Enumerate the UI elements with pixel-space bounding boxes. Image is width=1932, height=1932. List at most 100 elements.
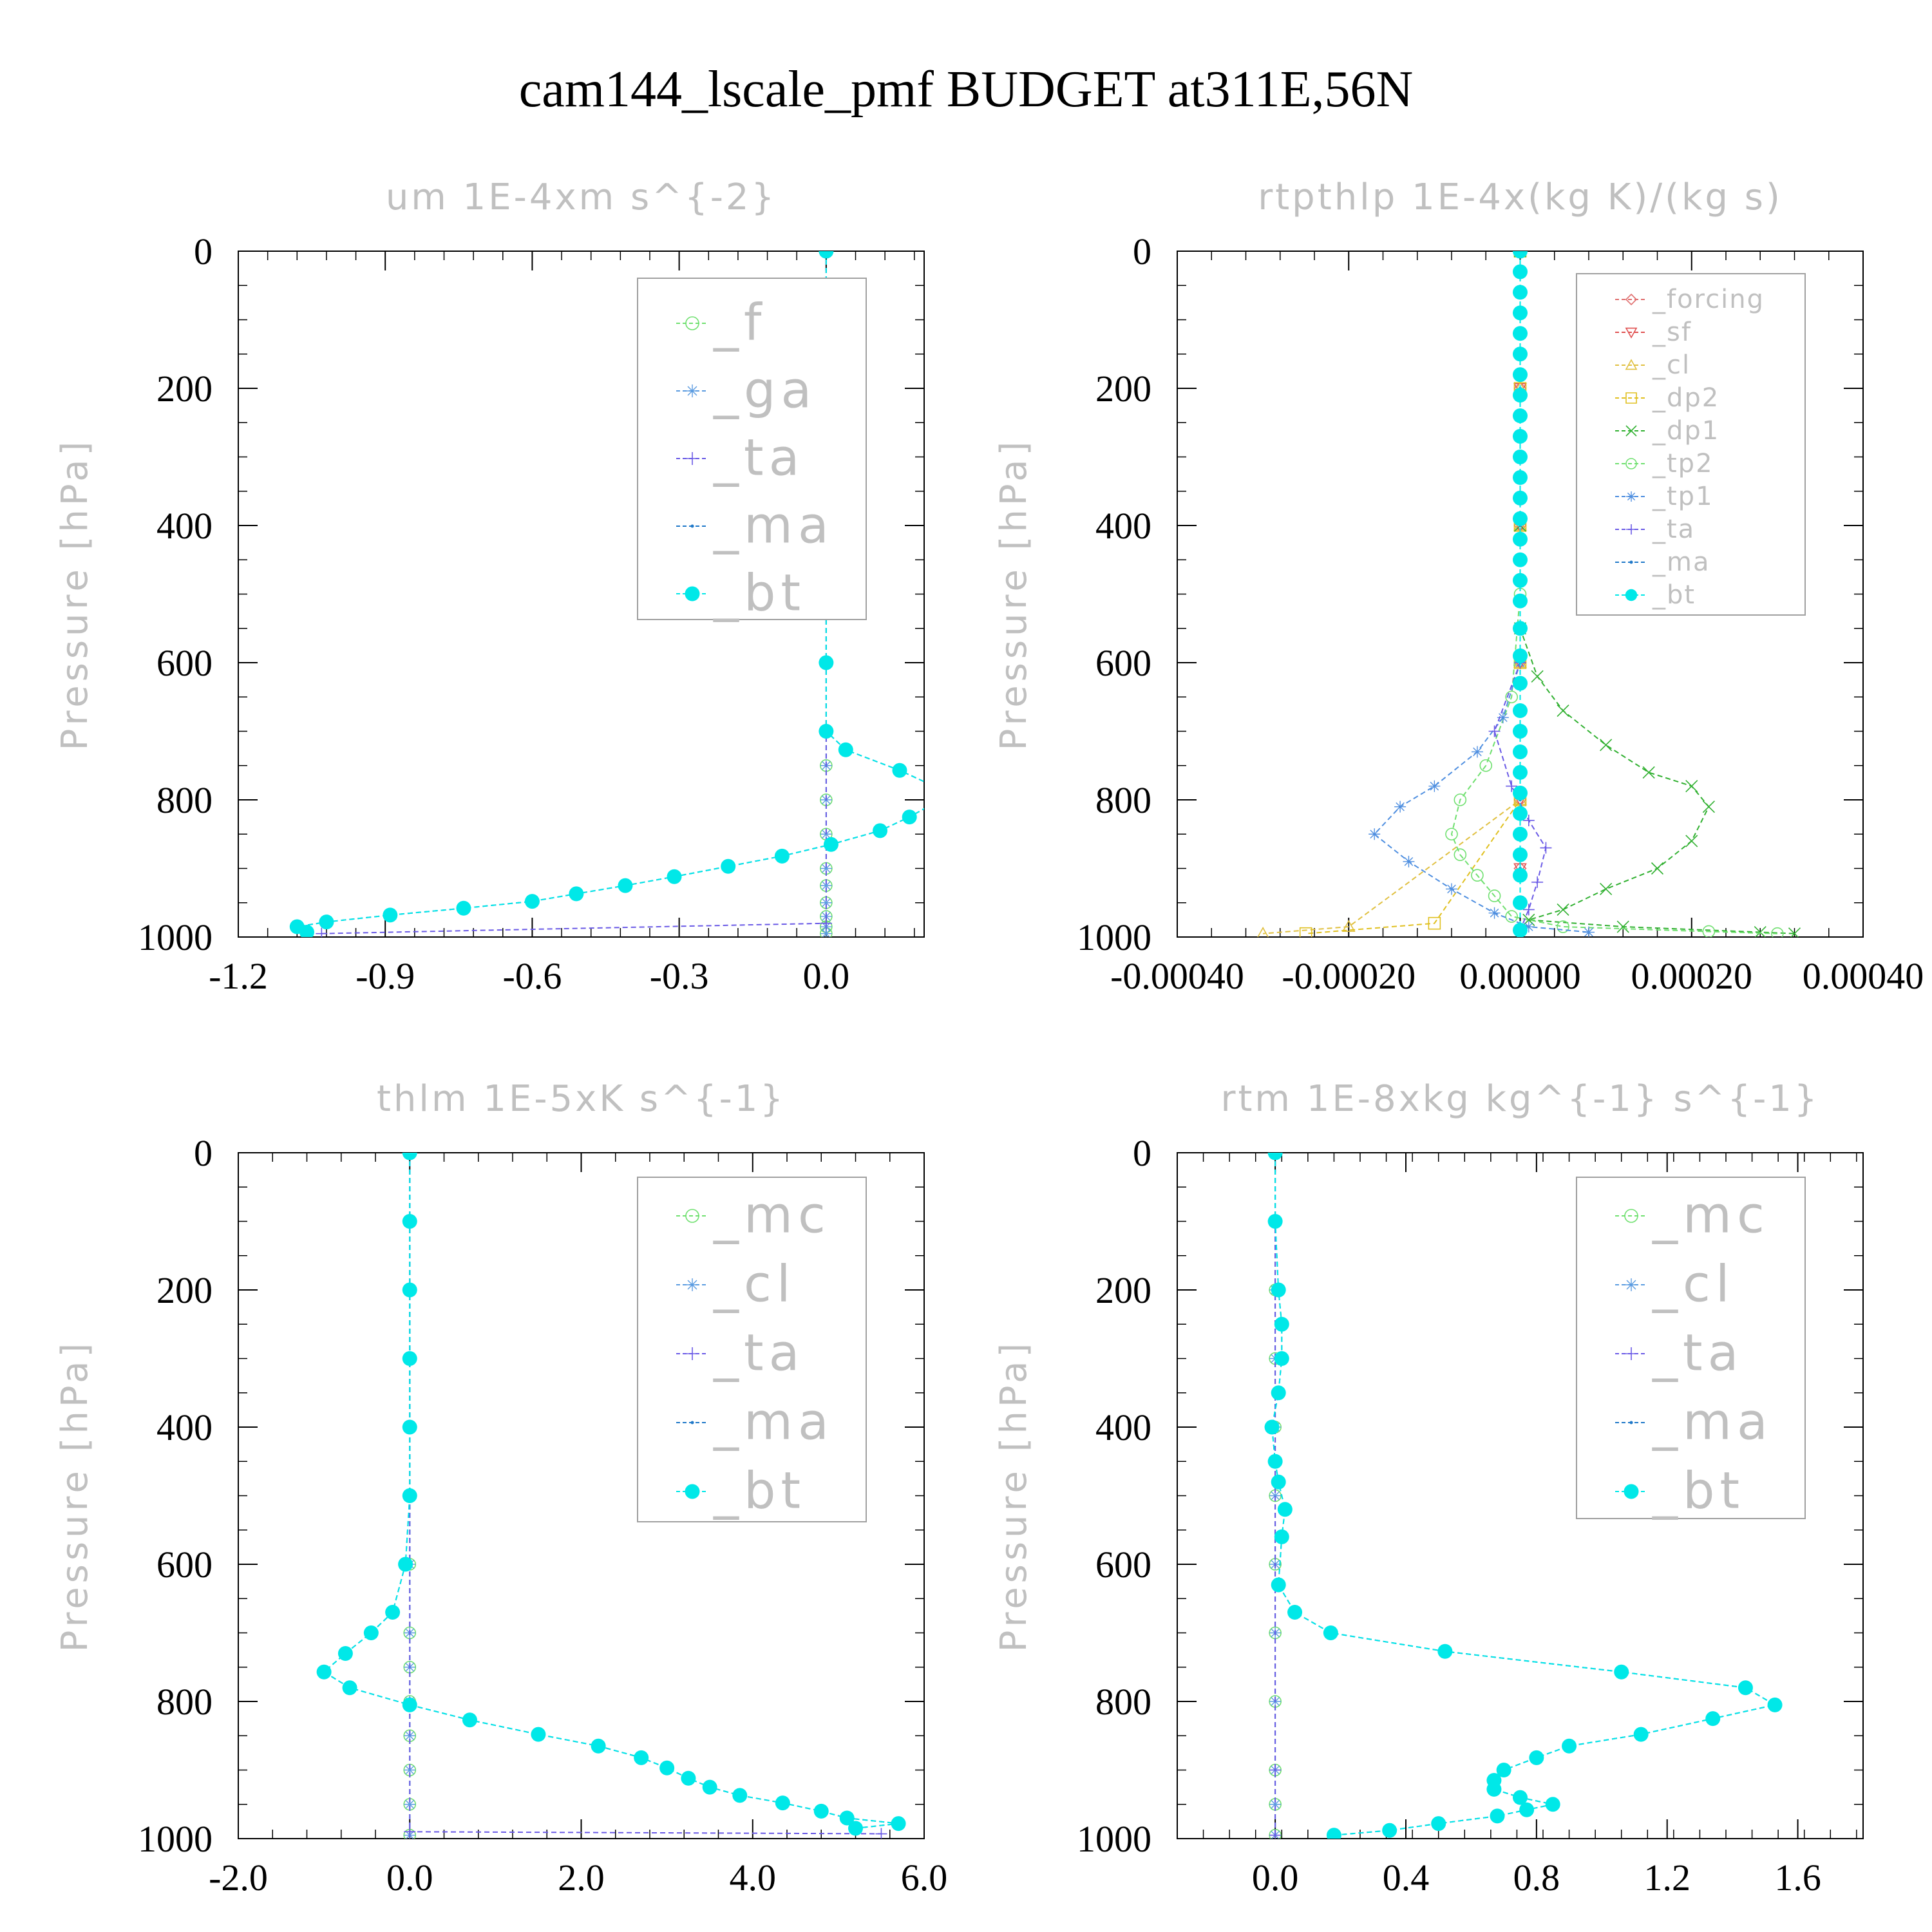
data-point <box>1614 1664 1629 1680</box>
data-point <box>1513 847 1528 862</box>
y-tick-label: 800 <box>156 1681 213 1723</box>
x-tick-label: 6.0 <box>901 1857 948 1899</box>
data-point <box>1702 800 1715 813</box>
legend-marker <box>685 1484 700 1499</box>
data-point <box>820 927 832 937</box>
legend-marker <box>1625 589 1638 601</box>
data-point <box>848 1821 863 1836</box>
data-point <box>1341 920 1356 933</box>
data-point <box>721 858 736 874</box>
data-point <box>1513 251 1528 259</box>
data-point <box>591 1738 606 1754</box>
legend: _mc _cl _ta _ma _bt <box>637 1177 867 1522</box>
y-tick-label: 1000 <box>1077 916 1151 958</box>
data-point <box>902 810 917 825</box>
legend-marker <box>1626 524 1636 535</box>
data-point <box>404 1730 416 1742</box>
data-point <box>1277 1502 1293 1517</box>
plot-area <box>316 1153 906 1839</box>
y-tick-label: 600 <box>156 1544 213 1586</box>
legend-marker <box>1625 359 1638 370</box>
y-axis-label: Pressure [hPa] <box>54 438 96 751</box>
legend-entry: _ma <box>713 497 834 555</box>
data-point <box>819 724 834 739</box>
data-point <box>634 1750 649 1765</box>
legend-entry: _ma <box>713 1394 834 1452</box>
data-point <box>1513 490 1528 506</box>
y-tick-label: 200 <box>1095 1269 1151 1311</box>
panel-thlm: thlm 1E-5xK s^{-1} Pressure [hPa] 0 200 400 6… <box>54 1078 947 1899</box>
legend-entry: _bt <box>1652 1463 1745 1520</box>
y-tick-label: 0 <box>1133 1132 1151 1174</box>
data-point <box>1497 712 1509 724</box>
data-point <box>1513 676 1528 691</box>
data-point <box>775 1795 790 1811</box>
data-point <box>1616 920 1629 933</box>
data-point <box>1269 1490 1282 1502</box>
data-point <box>1471 746 1483 758</box>
data-point <box>1488 907 1501 919</box>
data-point <box>820 880 832 892</box>
data-point <box>1513 285 1528 300</box>
x-tick-label: 0.00040 <box>1803 955 1924 997</box>
y-tick-label: 1000 <box>1077 1818 1151 1860</box>
legend-entry: _sf <box>1652 317 1692 347</box>
legend-marker <box>1626 491 1636 502</box>
data-point <box>667 869 682 884</box>
legend-marker <box>1629 1421 1633 1425</box>
data-point <box>404 1798 416 1810</box>
y-axis-label: Pressure [hPa] <box>993 1340 1035 1653</box>
x-tick-label: 0.4 <box>1383 1857 1430 1899</box>
data-point <box>1269 1764 1282 1776</box>
data-point <box>1490 1808 1505 1824</box>
data-point <box>933 784 936 788</box>
x-tick-label: 0.0 <box>803 955 850 997</box>
data-point <box>1326 1828 1341 1839</box>
panel-title: um 1E-4xm s^{-2} <box>386 176 777 218</box>
data-point <box>383 907 398 923</box>
data-point <box>659 1760 675 1776</box>
data-point <box>402 1282 417 1298</box>
y-tick-label: 0 <box>194 231 213 272</box>
data-point <box>1269 1829 1282 1839</box>
data-point <box>1522 921 1535 933</box>
legend-box <box>637 278 867 620</box>
data-point <box>1513 326 1528 341</box>
legend-marker <box>690 524 694 528</box>
data-point <box>1267 1153 1283 1160</box>
data-point <box>1771 927 1784 937</box>
series-bt <box>316 1153 906 1836</box>
data-point <box>1267 1214 1283 1229</box>
data-point <box>342 1680 357 1696</box>
x-tick-label: 0.8 <box>1513 1857 1560 1899</box>
data-point <box>839 1810 855 1826</box>
data-point <box>1642 766 1655 779</box>
data-point <box>462 1712 477 1728</box>
legend-entry: _ga <box>713 362 817 420</box>
data-point <box>1382 1823 1397 1838</box>
y-tick-label: 1000 <box>138 1818 213 1860</box>
data-point <box>524 894 540 909</box>
data-point <box>398 1557 413 1572</box>
data-point <box>1269 1798 1282 1810</box>
data-point <box>819 655 834 670</box>
x-tick-label: -1.2 <box>209 955 268 997</box>
data-point <box>402 1697 417 1712</box>
y-tick-label: 800 <box>1095 779 1151 821</box>
data-point <box>402 1214 417 1229</box>
y-tick-label: 0 <box>1133 231 1151 272</box>
data-point <box>531 1727 546 1742</box>
legend-entry: _tp1 <box>1652 482 1714 511</box>
data-point <box>1513 764 1528 780</box>
data-point <box>1513 573 1528 588</box>
data-point <box>1513 621 1528 636</box>
data-point <box>1428 780 1441 792</box>
data-point <box>1513 826 1528 842</box>
data-point <box>404 1826 416 1838</box>
data-point <box>875 1828 887 1839</box>
data-point <box>1513 744 1528 759</box>
legend-marker <box>686 1278 699 1291</box>
y-tick-label: 800 <box>1095 1681 1151 1723</box>
legend-marker <box>1624 1209 1638 1223</box>
